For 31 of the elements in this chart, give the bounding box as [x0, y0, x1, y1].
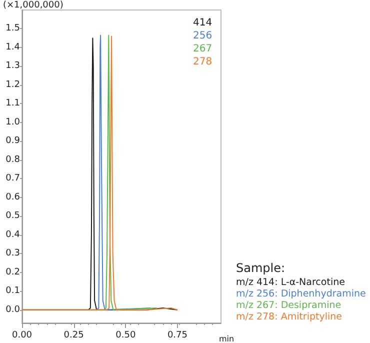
x-tick-label: 0.50 — [116, 330, 136, 340]
y-tick-label: 1.0 — [6, 117, 20, 128]
text: 414 — [193, 18, 212, 28]
text: m/z 414: L-α-Narcotine — [236, 277, 346, 288]
text: m/z 267: Desipramine — [236, 300, 342, 311]
y-tick-label: 1.1 — [6, 98, 20, 109]
y-tick-label: 0.1 — [6, 286, 20, 296]
y-tick-label: 0.4 — [6, 230, 20, 240]
text: 267 — [193, 44, 212, 54]
x-tick-label: 0.00 — [12, 330, 32, 340]
text: Sample: — [236, 261, 286, 275]
y-tick-label: 1.5 — [6, 24, 20, 34]
x-axis-title: min — [219, 334, 234, 343]
x-tick-label: 0.75 — [167, 330, 188, 340]
x-tick-label: 0.25 — [64, 330, 84, 340]
y-tick-label: 0.8 — [6, 154, 20, 165]
y-tick-label: 0.7 — [6, 174, 20, 184]
y-tick-label: 0.2 — [6, 267, 20, 278]
y-tick-label: 0.5 — [6, 211, 20, 222]
y-tick-label: 0.6 — [6, 192, 20, 202]
y-tick-label: 1.3 — [6, 61, 20, 72]
text: m/z 278: Amitriptyline — [236, 312, 342, 322]
y-axis-title: (×1,000,000) — [3, 0, 64, 10]
y-tick-label: 0.0 — [6, 304, 20, 315]
y-tick-label: 0.9 — [6, 136, 20, 146]
text: 278 — [193, 56, 212, 68]
y-tick-label: 0.3 — [6, 248, 20, 259]
y-tick-label: 1.2 — [6, 80, 20, 90]
y-tick-label: 1.4 — [6, 42, 20, 52]
text: m/z 256: Diphenhydramine — [236, 288, 366, 300]
text: 256 — [193, 30, 212, 42]
